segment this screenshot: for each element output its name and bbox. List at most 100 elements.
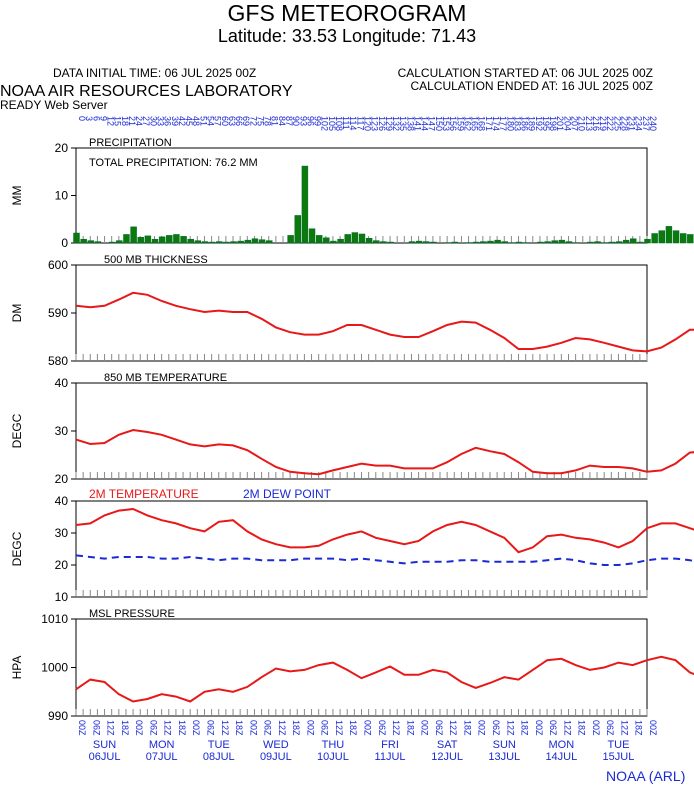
utc-hour-label: 18Z <box>462 720 472 736</box>
utc-hour-label: 00Z <box>477 720 487 736</box>
precip-bar <box>558 239 566 244</box>
utc-hour-label: 12Z <box>619 720 629 736</box>
y-tick-label: 30 <box>55 526 69 540</box>
y-tick-label: 10 <box>55 590 69 604</box>
forecast-hour-label: 156 <box>448 116 458 131</box>
forecast-hour-label: 6 <box>91 116 101 121</box>
forecast-hour-label: 192 <box>534 116 544 131</box>
precip-bar <box>544 241 551 244</box>
utc-hour-label: 06Z <box>91 720 101 736</box>
forecast-hour-label: 3 <box>84 116 94 121</box>
precip-bar <box>294 215 301 244</box>
day-weekday-label: TUE <box>607 739 629 751</box>
forecast-hour-label: 147 <box>427 116 437 131</box>
precip-bar <box>487 240 494 244</box>
forecast-hour-label: 33 <box>156 116 166 126</box>
forecast-hour-label: 0 <box>77 116 87 121</box>
utc-hour-label: 18Z <box>348 720 358 736</box>
forecast-hour-label: 216 <box>591 116 601 131</box>
temperature-legend: 2M TEMPERATURE <box>89 487 199 501</box>
utc-hour-label: 00Z <box>248 720 258 736</box>
precip-bar <box>237 240 244 244</box>
precip-bar <box>630 238 637 244</box>
lab-name: NOAA AIR RESOURCES LABORATORY <box>0 83 293 100</box>
precip-bar <box>187 238 194 244</box>
utc-hour-label: 00Z <box>534 720 544 736</box>
forecast-hour-label: 24 <box>134 116 144 126</box>
credit-label: NOAA (ARL) <box>606 768 686 784</box>
precip-bar <box>230 241 237 244</box>
precip-bar <box>308 228 316 244</box>
forecast-hour-label: 174 <box>491 116 501 131</box>
precip-bar <box>637 241 644 244</box>
forecast-hour-label: 51 <box>198 116 208 126</box>
forecast-hour-label: 201 <box>555 116 565 131</box>
forecast-hour-label: 12 <box>106 116 116 126</box>
utc-hour-label: 00Z <box>305 720 315 736</box>
calculation-started: CALCULATION STARTED AT: 06 JUL 2025 00Z <box>397 66 653 80</box>
forecast-hour-label: 108 <box>334 116 344 131</box>
precip-bar <box>415 240 423 244</box>
precip-bar <box>565 241 573 244</box>
thickness-line <box>75 291 694 353</box>
precip-bar <box>594 241 601 244</box>
utc-hour-label: 12Z <box>505 720 515 736</box>
precip-bar <box>208 241 216 244</box>
precip-bar <box>258 239 266 244</box>
utc-hour-label: 06Z <box>320 720 330 736</box>
forecast-hour-label: 123 <box>370 116 380 131</box>
utc-hour-label: 12Z <box>277 720 287 736</box>
forecast-hour-label: 57 <box>213 116 223 126</box>
forecast-hour-label: 171 <box>484 116 494 131</box>
forecast-hour-label: 204 <box>562 116 572 131</box>
forecast-hour-label: 18 <box>120 116 130 126</box>
forecast-hour-label: 198 <box>548 116 558 131</box>
day-weekday-label: MON <box>149 739 175 751</box>
y-tick-label: 30 <box>55 424 69 438</box>
forecast-hour-label: 63 <box>227 116 237 126</box>
precip-bar <box>108 241 116 244</box>
utc-hour-label: 12Z <box>391 720 401 736</box>
forecast-hour-label: 150 <box>434 116 444 131</box>
utc-hour-label: 00Z <box>648 720 658 736</box>
day-weekday-label: SAT <box>437 739 458 751</box>
forecast-hour-label: 177 <box>498 116 508 131</box>
forecast-hour-label: 195 <box>541 116 551 131</box>
precip-bar <box>344 234 351 244</box>
precip-bar <box>515 241 523 244</box>
utc-hour-label: 06Z <box>148 720 158 736</box>
precipitation-title: PRECIPITATION <box>89 137 172 149</box>
y-tick-label: 600 <box>48 258 68 272</box>
utc-hour-label: 00Z <box>134 720 144 736</box>
forecast-hour-label: 189 <box>527 116 537 131</box>
precip-bar <box>658 230 665 244</box>
total-precipitation-annotation: TOTAL PRECIPITATION: 76.2 MM <box>89 157 258 169</box>
forecast-hour-label: 114 <box>348 116 358 130</box>
precip-bar <box>587 241 594 244</box>
forecast-hour-label: 207 <box>569 116 579 131</box>
utc-hour-label: 00Z <box>420 720 430 736</box>
precip-bar <box>672 230 680 244</box>
forecast-hour-label: 186 <box>520 116 530 131</box>
precip-bar <box>144 235 152 244</box>
day-date-label: 13JUL <box>488 751 520 763</box>
y-tick-label: 20 <box>55 472 69 486</box>
forecast-hour-label: 165 <box>470 116 480 131</box>
forecast-hour-label: 15 <box>113 116 123 126</box>
forecast-hour-label: 168 <box>477 116 487 131</box>
day-weekday-label: FRI <box>381 739 399 751</box>
forecast-hour-label: 219 <box>598 116 608 131</box>
forecast-hour-label: 111 <box>341 116 351 130</box>
forecast-hour-label: 21 <box>127 116 137 126</box>
forecast-hour-label: 84 <box>277 116 287 126</box>
y-tick-label: 1000 <box>41 661 68 675</box>
forecast-hour-label: 234 <box>634 116 644 131</box>
utc-hour-label: 06Z <box>491 720 501 736</box>
precip-bar <box>430 241 437 244</box>
utc-hour-label: 18Z <box>577 720 587 736</box>
precip-bar <box>408 241 416 244</box>
y-tick-label: 20 <box>55 558 69 572</box>
y-tick-label: 990 <box>48 709 68 723</box>
precip-bar <box>365 238 373 244</box>
day-date-label: 12JUL <box>431 751 463 763</box>
